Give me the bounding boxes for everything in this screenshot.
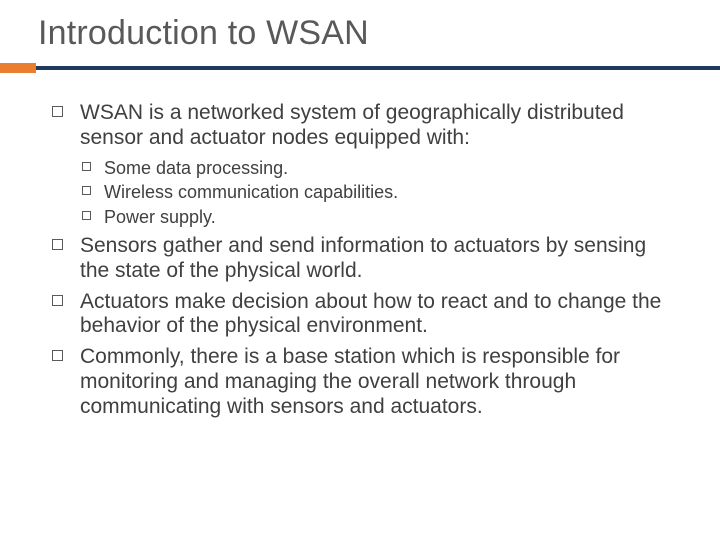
square-bullet-icon	[52, 106, 63, 117]
square-bullet-icon	[52, 239, 63, 250]
slide-body: WSAN is a networked system of geographic…	[0, 101, 720, 419]
square-bullet-icon	[82, 186, 91, 195]
accent-block	[0, 63, 36, 73]
slide: Introduction to WSAN WSAN is a networked…	[0, 0, 720, 540]
bullet-level1: Commonly, there is a base station which …	[50, 345, 680, 419]
slide-title: Introduction to WSAN	[0, 14, 720, 53]
bullet-text: Sensors gather and send information to a…	[80, 234, 646, 282]
bullet-level1: Sensors gather and send information to a…	[50, 234, 680, 284]
bullet-text: Wireless communication capabilities.	[104, 182, 398, 202]
bullet-text: Commonly, there is a base station which …	[80, 345, 620, 418]
square-bullet-icon	[82, 162, 91, 171]
bullet-text: Power supply.	[104, 207, 216, 227]
bullet-level2: Some data processing.	[80, 157, 680, 180]
divider-line	[36, 66, 720, 70]
square-bullet-icon	[52, 350, 63, 361]
bullet-text: Some data processing.	[104, 158, 288, 178]
bullet-level2: Power supply.	[80, 206, 680, 229]
bullet-level2: Wireless communication capabilities.	[80, 181, 680, 204]
square-bullet-icon	[52, 295, 63, 306]
bullet-text: WSAN is a networked system of geographic…	[80, 101, 624, 149]
bullet-text: Actuators make decision about how to rea…	[80, 290, 661, 338]
sub-bullet-group: Some data processing. Wireless communica…	[50, 157, 680, 229]
square-bullet-icon	[82, 211, 91, 220]
title-divider	[0, 63, 720, 73]
bullet-level1: Actuators make decision about how to rea…	[50, 290, 680, 340]
bullet-level1: WSAN is a networked system of geographic…	[50, 101, 680, 151]
